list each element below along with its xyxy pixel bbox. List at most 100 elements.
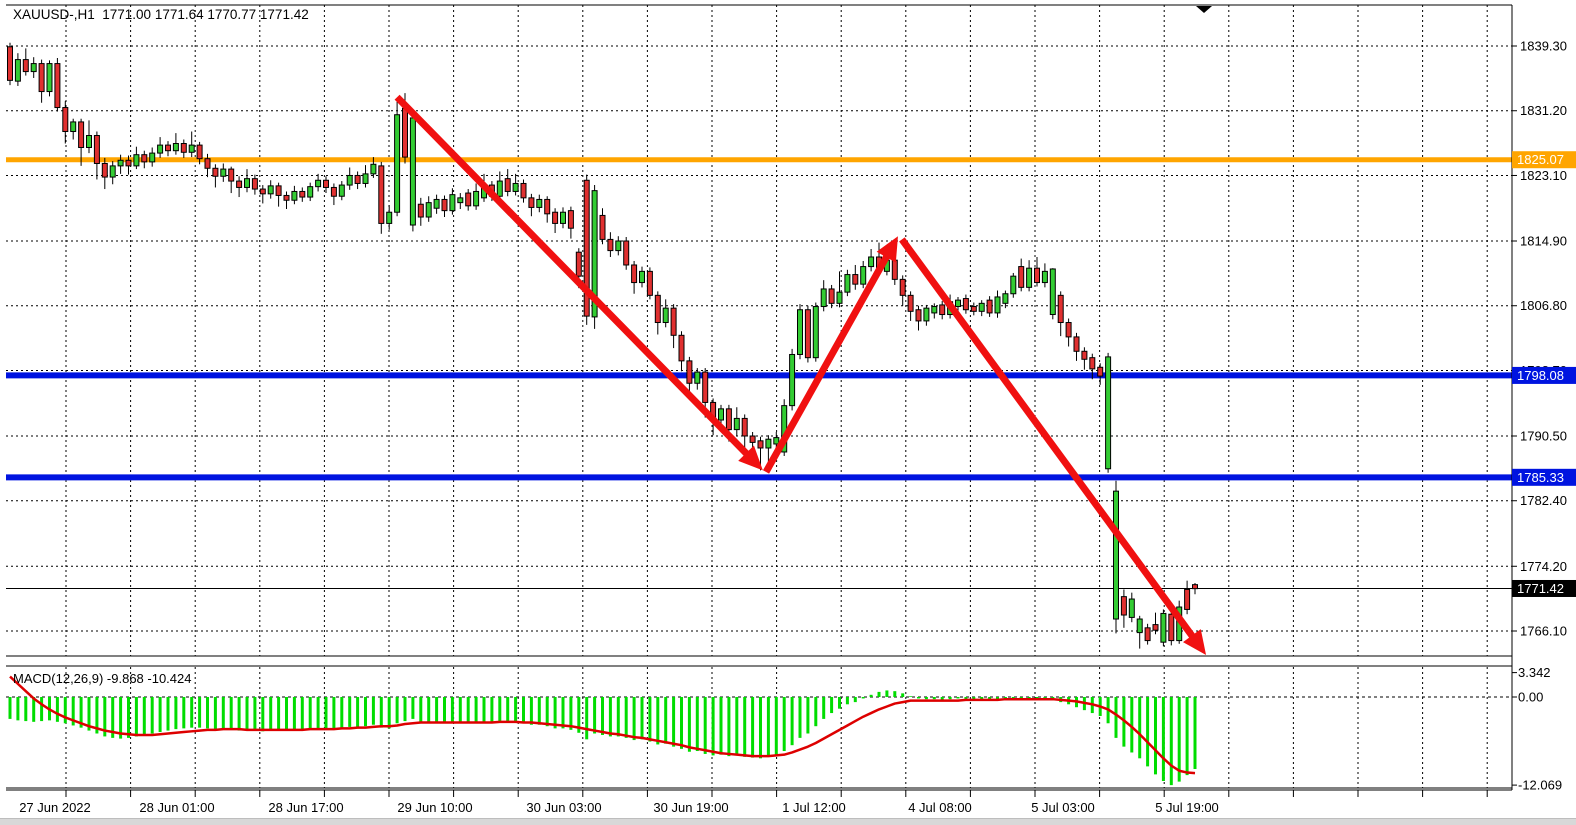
candle-bull: [733, 417, 740, 431]
candle-bull: [591, 190, 598, 318]
macd-axis-label: -12.069: [1518, 778, 1562, 793]
candle-bear: [465, 192, 472, 207]
candle-bear: [54, 63, 61, 109]
candle-bull: [338, 184, 345, 197]
candle-bull: [267, 185, 274, 195]
candle-bear: [891, 259, 898, 280]
candle-bear: [623, 240, 630, 266]
candle-bull: [172, 142, 179, 152]
current-price-label: 1771.42: [1517, 581, 1564, 596]
price-axis-label: 1782.40: [1520, 493, 1567, 508]
candle-bear: [567, 210, 574, 229]
candle-bear: [101, 162, 108, 178]
candle-bull: [639, 270, 645, 284]
candle-bull: [473, 190, 480, 207]
trend-arrow-line[interactable]: [762, 251, 892, 474]
candle-bear: [259, 188, 266, 195]
candle-bear: [323, 179, 329, 188]
orange-level-label: 1825.07: [1517, 152, 1564, 167]
candle-bear: [212, 167, 219, 177]
candle-bear: [228, 168, 235, 182]
candle-bull: [86, 135, 92, 148]
price-axis-label: 1839.30: [1520, 39, 1567, 54]
candle-bear: [678, 334, 685, 362]
candle-bull: [1105, 356, 1112, 470]
candle-bear: [725, 408, 732, 431]
candle-bull: [560, 211, 566, 224]
candle-bear: [378, 165, 385, 224]
chart-shift-marker-icon[interactable]: [1196, 6, 1212, 13]
candle-bull: [1049, 268, 1056, 316]
candle-bull: [615, 240, 622, 252]
macd-axis-label: 3.342: [1518, 665, 1551, 680]
candle-bull: [117, 159, 124, 167]
candle-bull: [362, 173, 369, 184]
candle-bear: [741, 417, 748, 437]
time-axis-label: 4 Jul 08:00: [908, 800, 972, 815]
candle-bear: [283, 194, 290, 201]
orange-level-box: [1512, 151, 1576, 169]
candle-bear: [939, 304, 946, 316]
candle-bear: [354, 174, 361, 184]
candle-bear: [7, 46, 13, 81]
candle-bear: [528, 197, 535, 208]
macd-signal-line: [9, 675, 1196, 775]
trend-arrow-line[interactable]: [394, 94, 752, 459]
macd-indicator-label: MACD(12,26,9) -9.868 -10.424: [13, 671, 192, 686]
candle-bull: [868, 256, 875, 268]
candle-bull: [291, 190, 298, 201]
candle-bull: [820, 288, 827, 308]
candle-bear: [544, 198, 551, 215]
trend-arrow-head[interactable]: [1183, 629, 1207, 655]
candle-bear: [583, 179, 590, 317]
candle-bear: [125, 159, 132, 167]
candle-bear: [22, 59, 29, 73]
candle-bull: [496, 180, 503, 197]
candle-bear: [962, 298, 969, 311]
time-axis-label: 27 Jun 2022: [19, 800, 91, 815]
candle-bull: [1136, 618, 1143, 634]
trend-arrow-head[interactable]: [738, 445, 763, 471]
candle-bear: [1065, 322, 1072, 338]
candle-bear: [1089, 357, 1096, 370]
candle-bear: [828, 288, 835, 304]
candle-bear: [915, 309, 922, 322]
candle-bull: [765, 438, 772, 449]
candle-bear: [852, 274, 859, 285]
candle-bear: [251, 178, 258, 190]
candle-bull: [14, 59, 21, 82]
trend-arrow-line[interactable]: [899, 237, 1198, 641]
candle-bull: [694, 371, 701, 384]
candle-bull: [1002, 293, 1009, 304]
candle-bear: [196, 144, 203, 160]
candle-bull: [46, 63, 53, 93]
candle-bull: [789, 353, 796, 407]
candle-bear: [654, 294, 661, 324]
candle-bear: [986, 299, 993, 314]
candle-bull: [149, 152, 156, 163]
window-bottom-edge: [0, 818, 1576, 825]
candle-bull: [512, 182, 519, 192]
candle-bear: [275, 185, 282, 196]
candle-bear: [552, 211, 559, 224]
price-axis-label: 1774.20: [1520, 559, 1567, 574]
candle-bull: [1113, 490, 1119, 620]
candle-bull: [773, 437, 780, 445]
candle-bull: [433, 198, 440, 209]
trend-arrow-head[interactable]: [876, 236, 898, 263]
candle-bear: [402, 107, 408, 158]
candle-bear: [575, 251, 582, 277]
price-axis-label: 1766.10: [1520, 623, 1567, 638]
candle-bull: [1128, 598, 1135, 618]
candle-bull: [346, 174, 353, 186]
candle-bull: [70, 121, 77, 133]
candle-bear: [1120, 596, 1127, 616]
time-axis-label: 28 Jun 17:00: [268, 800, 343, 815]
price-axis-label: 1814.90: [1520, 233, 1567, 248]
candle-bull: [662, 307, 669, 324]
candle-bear: [165, 144, 171, 152]
candle-bear: [1097, 366, 1104, 377]
macd-axis-label: 0.00: [1518, 690, 1543, 705]
candle-bear: [204, 158, 211, 169]
